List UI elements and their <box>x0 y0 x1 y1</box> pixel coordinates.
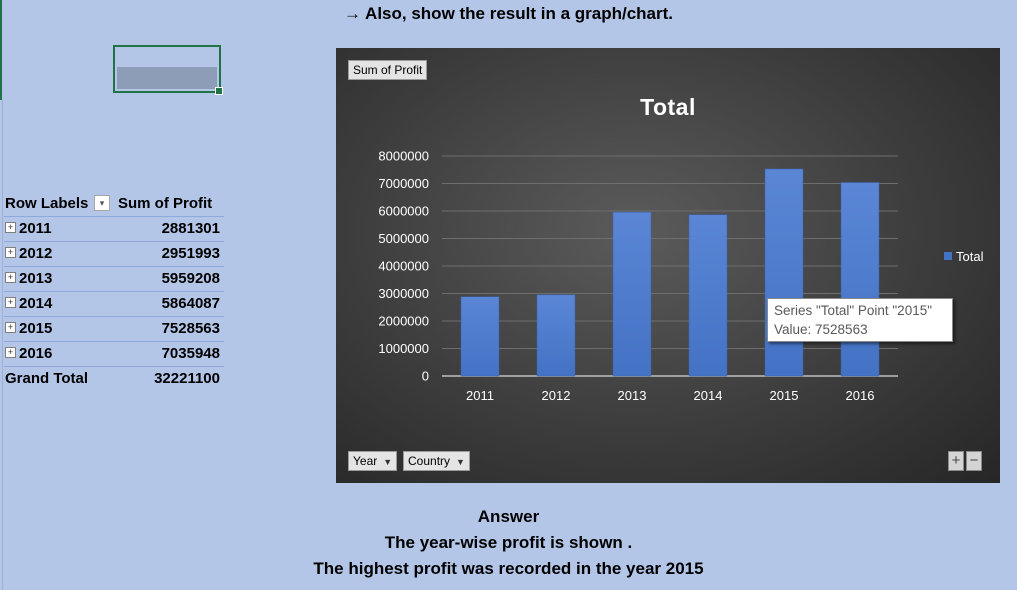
bar-2011 <box>460 296 500 377</box>
pivot-row-value: 7035948 <box>161 345 220 362</box>
pivot-row-label: 2012 <box>19 245 53 262</box>
bar-2012 <box>536 294 576 377</box>
x-tick-label: 2013 <box>618 388 647 403</box>
y-tick-label: 2000000 <box>378 314 429 329</box>
pivot-row-value: 5864087 <box>161 295 220 312</box>
expand-icon[interactable]: + <box>5 221 16 233</box>
pivot-chart[interactable]: Sum of Profit Total 0 1000000 2000000 30000… <box>336 48 1000 483</box>
grand-total-label: Grand Total <box>5 370 89 387</box>
sheet-gridline <box>2 100 3 590</box>
bar-2013 <box>612 211 652 377</box>
pivot-row-value: 2951993 <box>161 245 220 262</box>
selected-cell-fill <box>117 67 217 89</box>
pivot-row-2015: +2015 7528563 <box>4 317 224 342</box>
y-tick-label: 6000000 <box>378 204 429 219</box>
sheet-left-edge <box>0 0 2 100</box>
country-field-label: Country <box>408 454 451 468</box>
country-field-button[interactable]: Country ▼ <box>403 451 470 471</box>
pivot-row-label: 2016 <box>19 345 53 362</box>
x-tick-label: 2012 <box>542 388 571 403</box>
y-tick-label: 4000000 <box>378 259 429 274</box>
x-tick-label: 2015 <box>770 388 799 403</box>
x-tick-label: 2014 <box>694 388 723 403</box>
dropdown-arrow-icon: ▼ <box>456 457 465 467</box>
grand-total-value: 32221100 <box>154 370 220 387</box>
y-tick-label: 0 <box>422 369 429 384</box>
instruction-text: → Also, show the result in a graph/chart… <box>343 4 674 23</box>
pivot-row-2013: +2013 5959208 <box>4 267 224 292</box>
expand-icon[interactable]: + <box>5 246 16 258</box>
dropdown-arrow-icon: ▼ <box>383 457 393 467</box>
selected-cell[interactable] <box>113 45 223 95</box>
pivot-row-value: 7528563 <box>161 320 220 337</box>
fill-handle[interactable] <box>215 87 223 95</box>
pivot-row-2011: +2011 2881301 <box>4 217 224 242</box>
x-tick-label: 2016 <box>846 388 875 403</box>
expand-icon[interactable]: + <box>5 296 16 308</box>
y-tick-label: 3000000 <box>378 286 429 301</box>
pivot-grand-total-row: Grand Total 32221100 <box>4 367 224 391</box>
x-tick-label: 2011 <box>466 388 494 403</box>
chart-plot: 0 1000000 2000000 3000000 4000000 5000000 6000… <box>378 149 984 404</box>
pivot-header-row: Row Labels ▾ Sum of Profit <box>4 192 224 217</box>
pivot-row-label: 2015 <box>19 320 53 337</box>
bar-2016 <box>840 182 880 377</box>
chart-tooltip: Series "Total" Point "2015" Value: 75285… <box>767 298 953 342</box>
row-labels-header: Row Labels <box>5 195 89 212</box>
row-labels-filter-button[interactable]: ▾ <box>94 195 110 211</box>
y-tick-label: 5000000 <box>378 231 429 246</box>
expand-icon[interactable]: + <box>5 271 16 283</box>
sum-of-profit-header: Sum of Profit <box>118 195 213 212</box>
pivot-row-label: 2014 <box>19 295 53 312</box>
y-tick-label: 7000000 <box>378 176 429 191</box>
pivot-row-value: 2881301 <box>161 220 220 237</box>
expand-icon[interactable]: + <box>5 346 16 358</box>
expand-icon[interactable]: + <box>5 321 16 333</box>
answer-line-1: The year-wise profit is shown . <box>384 533 633 552</box>
tooltip-series-point: Series "Total" Point "2015" <box>774 303 933 318</box>
answer-heading: Answer <box>477 507 540 526</box>
legend-swatch <box>944 252 952 260</box>
value-field-label: Sum of Profit <box>353 63 423 77</box>
pivot-row-value: 5959208 <box>161 270 220 287</box>
bar-2014 <box>688 214 728 377</box>
bar-2015 <box>764 168 804 377</box>
pivot-row-2016: +2016 7035948 <box>4 342 224 367</box>
year-field-button[interactable]: Year ▼ <box>348 451 398 471</box>
pivot-row-2012: +2012 2951993 <box>4 242 224 267</box>
answer-line-2: The highest profit was recorded in the y… <box>313 559 704 578</box>
legend-label: Total <box>956 249 984 264</box>
pivot-row-2014: +2014 5864087 <box>4 292 224 317</box>
value-field-button[interactable]: Sum of Profit <box>348 60 428 80</box>
y-tick-label: 8000000 <box>378 149 429 164</box>
pivot-table: Row Labels ▾ Sum of Profit +2011 2881301… <box>4 192 224 391</box>
pivot-row-label: 2011 <box>19 220 52 237</box>
tooltip-value: Value: 7528563 <box>774 322 868 337</box>
collapse-field-button[interactable]: − <box>966 451 982 471</box>
expand-field-button[interactable]: + <box>948 451 964 471</box>
year-field-label: Year <box>353 454 378 468</box>
chart-title: Total <box>640 94 696 120</box>
y-tick-label: 1000000 <box>378 341 429 356</box>
pivot-row-label: 2013 <box>19 270 53 287</box>
